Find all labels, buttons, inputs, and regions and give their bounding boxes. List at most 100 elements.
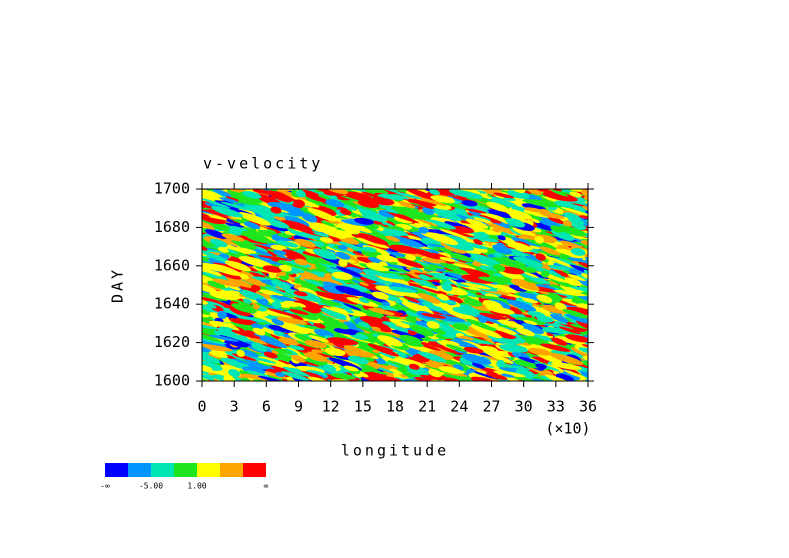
field-streak (332, 340, 347, 349)
field-streak (249, 254, 276, 261)
x-tick-label: 12 (322, 398, 340, 416)
field-streak (313, 322, 326, 329)
field-streak (357, 322, 371, 328)
x-tick-label: 0 (197, 398, 206, 416)
field-streak (273, 330, 284, 337)
field-streak (429, 182, 446, 188)
field-streak (536, 315, 554, 323)
field-streak (243, 221, 261, 230)
field-streak (582, 355, 588, 363)
field-streak (542, 255, 575, 268)
field-streak (497, 363, 531, 370)
field-streak (202, 280, 204, 286)
field-streak (376, 254, 399, 263)
field-streak (438, 366, 463, 374)
field-streak (259, 213, 276, 220)
field-streak (378, 193, 405, 201)
colorbar-label: 1.00 (187, 482, 206, 491)
field-streak (493, 192, 515, 199)
field-streak (418, 381, 433, 387)
field-streak (202, 251, 233, 264)
field-streak (343, 365, 359, 372)
field-streak (472, 261, 482, 267)
field-streak (189, 184, 200, 192)
field-streak (251, 342, 268, 352)
field-streak (491, 196, 520, 209)
field-streak (529, 380, 549, 389)
field-streak (340, 219, 365, 226)
field-streak (242, 298, 252, 304)
field-streak (473, 239, 483, 245)
field-streak (224, 260, 252, 272)
field-streak (337, 240, 368, 253)
field-streak (457, 267, 490, 278)
field-streak (481, 376, 515, 381)
field-streak (268, 325, 300, 334)
field-streak (344, 191, 373, 202)
field-streak (202, 305, 221, 313)
field-streak (571, 240, 588, 251)
field-streak (331, 271, 353, 280)
field-streak (207, 380, 221, 388)
field-streak (229, 305, 251, 317)
field-streak (493, 252, 504, 259)
field-streak (500, 373, 515, 378)
field-streak (306, 354, 328, 362)
field-streak (590, 309, 605, 317)
field-streak (316, 353, 334, 358)
field-streak (580, 240, 588, 247)
field-streak (587, 355, 588, 361)
field-streak (254, 381, 270, 389)
field-streak (231, 329, 261, 339)
field-streak (562, 309, 588, 319)
field-streak (398, 297, 408, 302)
field-streak (301, 213, 318, 223)
field-streak (557, 297, 584, 308)
field-streak (549, 353, 584, 365)
x-tick-label: 24 (450, 398, 468, 416)
field-streak (536, 294, 553, 303)
field-streak (202, 324, 204, 329)
field-streak (440, 262, 469, 275)
field-streak (545, 374, 578, 381)
field-streak (434, 381, 461, 388)
field-streak (411, 231, 434, 241)
field-streak (446, 252, 474, 263)
field-streak (484, 351, 514, 364)
field-streak (577, 294, 588, 303)
field-streak (294, 258, 308, 266)
field-streak (487, 329, 515, 340)
field-streak (335, 251, 351, 260)
field-streak (368, 308, 396, 316)
field-streak (558, 326, 582, 335)
field-streak (394, 194, 410, 200)
field-streak (523, 207, 547, 214)
field-streak (497, 319, 524, 329)
field-streak (387, 212, 420, 224)
field-streak (255, 380, 272, 390)
field-streak (515, 297, 533, 307)
field-streak (231, 303, 257, 314)
field-streak (457, 223, 485, 232)
field-streak (418, 226, 429, 234)
field-streak (590, 195, 604, 204)
field-streak (202, 269, 216, 285)
field-streak (499, 266, 525, 275)
field-streak (385, 315, 401, 320)
field-streak (361, 246, 377, 252)
field-streak (535, 363, 547, 369)
field-streak (492, 272, 504, 277)
field-streak (428, 380, 449, 391)
colorbar-label: ∞ (264, 482, 269, 491)
field-streak (360, 274, 387, 284)
x-tick-label: 21 (418, 398, 436, 416)
field-streak (296, 190, 306, 198)
field-streak (554, 200, 575, 208)
field-streak (565, 277, 582, 286)
field-streak (393, 312, 404, 316)
field-streak (335, 189, 367, 195)
field-streak (550, 362, 582, 370)
field-streak (496, 242, 505, 248)
field-streak (538, 290, 549, 295)
field-streak (281, 249, 307, 262)
